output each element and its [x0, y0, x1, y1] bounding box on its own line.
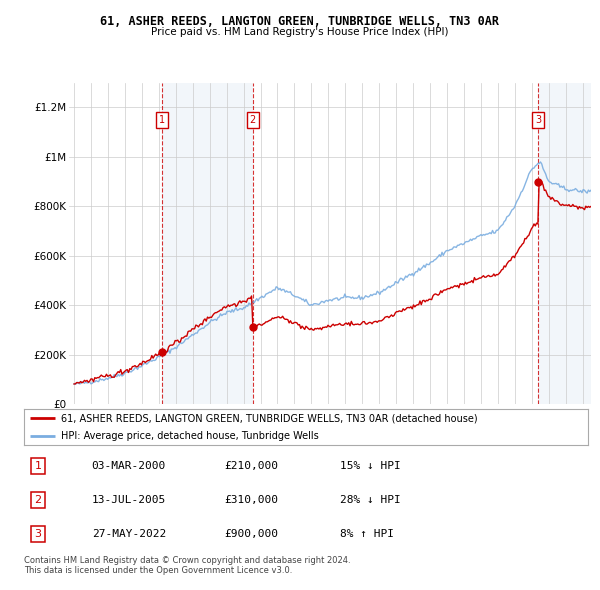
- Text: 3: 3: [535, 114, 542, 124]
- Text: 2: 2: [250, 114, 256, 124]
- Text: 61, ASHER REEDS, LANGTON GREEN, TUNBRIDGE WELLS, TN3 0AR (detached house): 61, ASHER REEDS, LANGTON GREEN, TUNBRIDG…: [61, 413, 477, 423]
- Text: £310,000: £310,000: [224, 495, 278, 505]
- Text: 13-JUL-2005: 13-JUL-2005: [92, 495, 166, 505]
- Text: 15% ↓ HPI: 15% ↓ HPI: [340, 461, 401, 471]
- Text: £900,000: £900,000: [224, 529, 278, 539]
- Bar: [538, 83, 591, 404]
- Text: 1: 1: [35, 461, 41, 471]
- Text: This data is licensed under the Open Government Licence v3.0.: This data is licensed under the Open Gov…: [24, 566, 292, 575]
- Text: £210,000: £210,000: [224, 461, 278, 471]
- Text: 27-MAY-2022: 27-MAY-2022: [92, 529, 166, 539]
- Text: 61, ASHER REEDS, LANGTON GREEN, TUNBRIDGE WELLS, TN3 0AR: 61, ASHER REEDS, LANGTON GREEN, TUNBRIDG…: [101, 15, 499, 28]
- Text: 2: 2: [35, 495, 41, 505]
- Text: 28% ↓ HPI: 28% ↓ HPI: [340, 495, 401, 505]
- Text: HPI: Average price, detached house, Tunbridge Wells: HPI: Average price, detached house, Tunb…: [61, 431, 319, 441]
- Text: 1: 1: [158, 114, 165, 124]
- Text: 03-MAR-2000: 03-MAR-2000: [92, 461, 166, 471]
- Text: 8% ↑ HPI: 8% ↑ HPI: [340, 529, 394, 539]
- Text: 3: 3: [35, 529, 41, 539]
- Text: Price paid vs. HM Land Registry's House Price Index (HPI): Price paid vs. HM Land Registry's House …: [151, 27, 449, 37]
- Bar: [162, 83, 253, 404]
- Text: Contains HM Land Registry data © Crown copyright and database right 2024.: Contains HM Land Registry data © Crown c…: [24, 556, 350, 565]
